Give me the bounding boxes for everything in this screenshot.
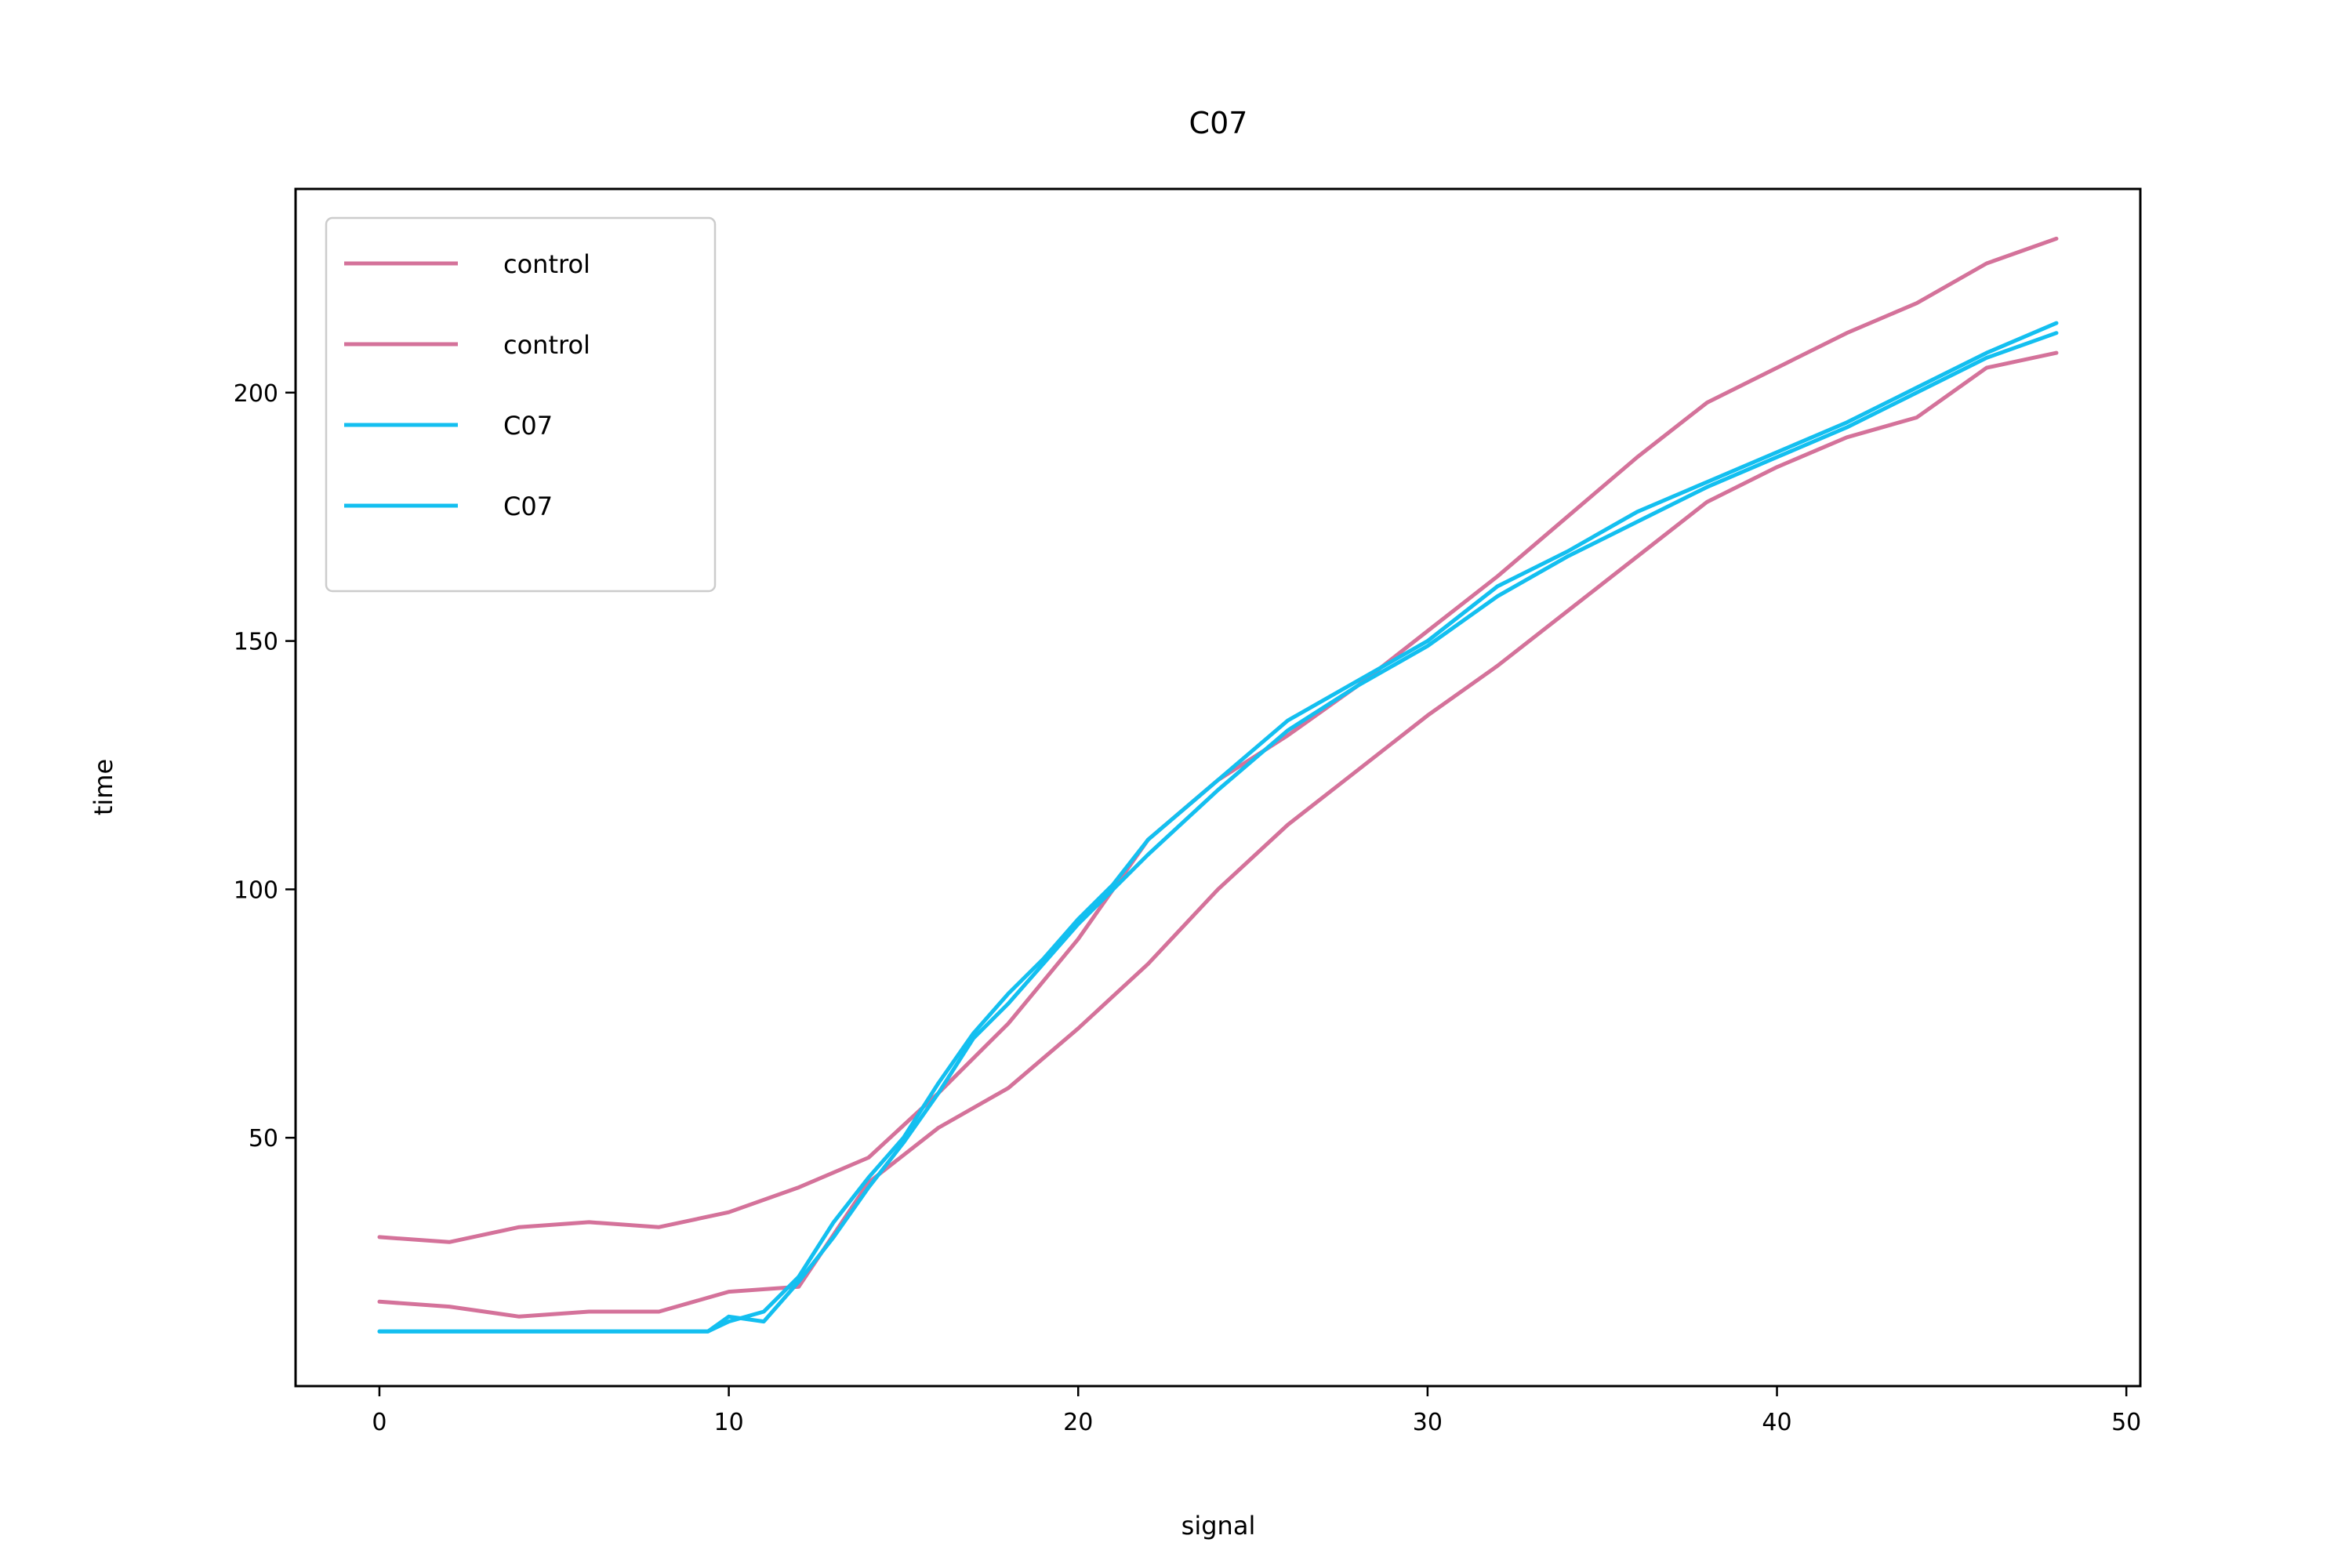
x-tick-label: 50 <box>2111 1409 2141 1436</box>
x-tick-label: 20 <box>1063 1409 1093 1436</box>
x-tick-label: 0 <box>372 1409 387 1436</box>
legend-label: control <box>503 330 590 360</box>
plot-series <box>377 236 2059 1334</box>
y-tick-label: 100 <box>234 877 278 904</box>
x-tick-label: 10 <box>714 1409 744 1436</box>
series-line-4 <box>377 331 2059 1334</box>
plot-frame <box>294 187 2142 1388</box>
legend-box <box>325 216 717 593</box>
legend-label: control <box>503 249 590 279</box>
legend-label: C07 <box>503 492 553 521</box>
legend-label: C07 <box>503 411 553 441</box>
y-tick-label: 150 <box>234 629 278 656</box>
y-axis-ticks: 50 100 150 200 <box>234 380 296 1152</box>
y-axis-label: time <box>89 759 118 815</box>
x-tick-label: 30 <box>1413 1409 1443 1436</box>
chart-title: C07 <box>1189 106 1248 140</box>
x-axis-ticks: 0 10 20 30 40 50 <box>372 1386 2141 1436</box>
y-tick-label: 50 <box>249 1125 278 1152</box>
legend: control control C07 C07 <box>325 216 717 593</box>
series-line-2 <box>377 350 2059 1319</box>
y-tick-label: 200 <box>234 380 278 408</box>
x-axis-label: signal <box>1181 1511 1256 1541</box>
x-tick-label: 40 <box>1762 1409 1791 1436</box>
